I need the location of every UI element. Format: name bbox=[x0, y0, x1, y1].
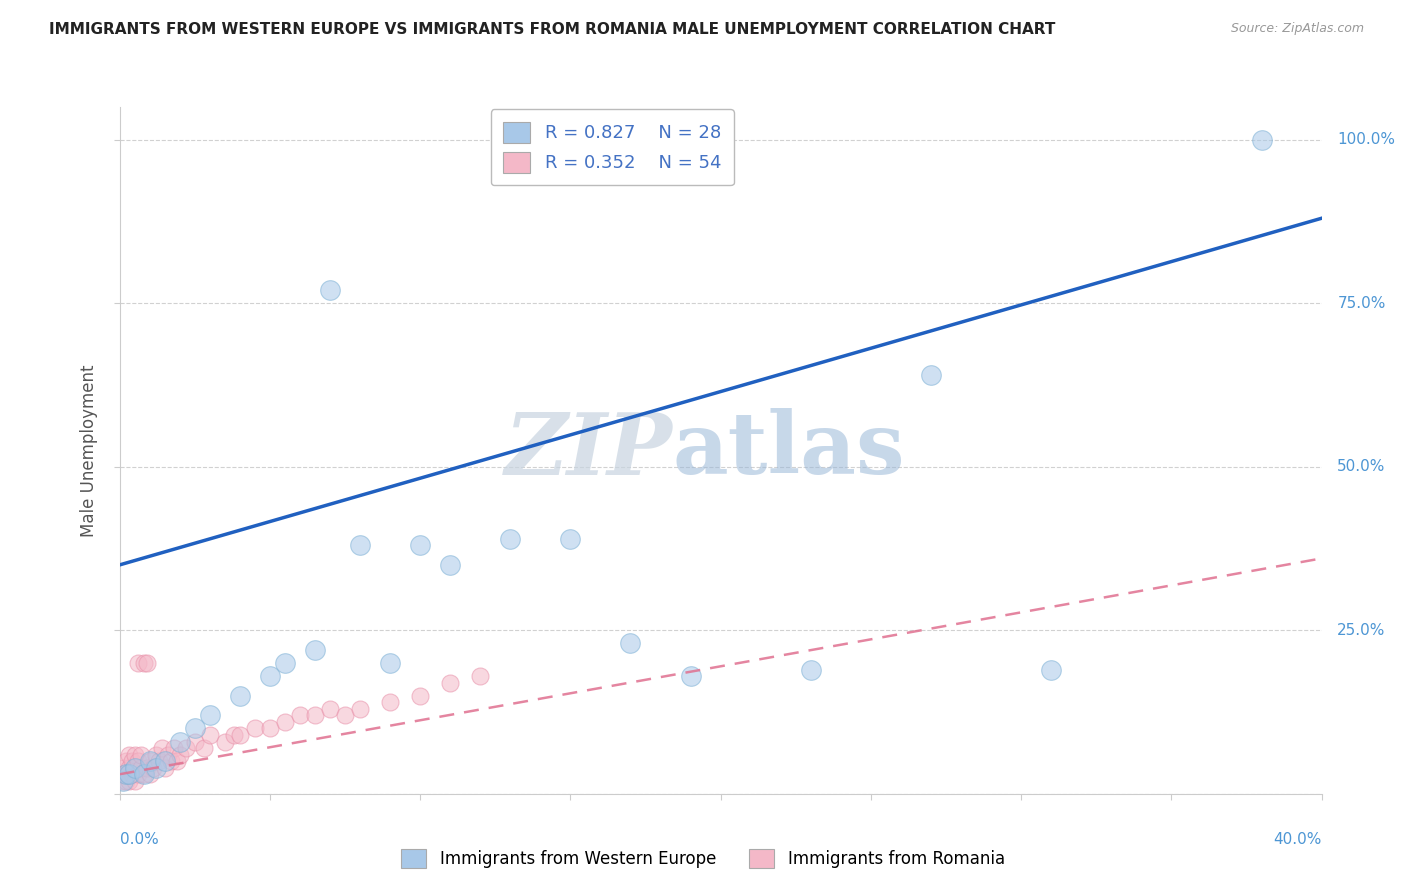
Point bbox=[138, 754, 160, 768]
Point bbox=[274, 656, 297, 670]
Point bbox=[127, 656, 149, 670]
Point bbox=[920, 368, 942, 383]
Point bbox=[127, 754, 149, 768]
Point bbox=[214, 734, 236, 748]
Point bbox=[228, 728, 252, 742]
Point bbox=[468, 669, 492, 683]
Text: ZIP: ZIP bbox=[505, 409, 672, 492]
Point bbox=[304, 708, 326, 723]
Point bbox=[222, 728, 245, 742]
Point bbox=[111, 773, 134, 788]
Point bbox=[183, 734, 205, 748]
Point bbox=[117, 767, 139, 781]
Point bbox=[409, 689, 432, 703]
Text: 75.0%: 75.0% bbox=[1337, 296, 1386, 310]
Point bbox=[124, 761, 146, 775]
Point bbox=[114, 767, 136, 781]
Point bbox=[132, 656, 155, 670]
Text: atlas: atlas bbox=[672, 409, 905, 492]
Point bbox=[378, 695, 401, 709]
Point bbox=[135, 761, 157, 775]
Text: 40.0%: 40.0% bbox=[1274, 831, 1322, 847]
Point bbox=[560, 532, 582, 546]
Point bbox=[288, 708, 311, 723]
Point bbox=[439, 558, 461, 572]
Y-axis label: Male Unemployment: Male Unemployment bbox=[80, 364, 98, 537]
Point bbox=[679, 669, 702, 683]
Point bbox=[111, 767, 134, 781]
Text: 50.0%: 50.0% bbox=[1337, 459, 1386, 475]
Point bbox=[135, 656, 157, 670]
Point bbox=[114, 754, 136, 768]
Point bbox=[1040, 663, 1063, 677]
Point bbox=[153, 754, 176, 768]
Point bbox=[145, 747, 167, 762]
Point bbox=[800, 663, 823, 677]
Point bbox=[1250, 133, 1272, 147]
Point bbox=[142, 761, 165, 775]
Point bbox=[169, 747, 191, 762]
Point bbox=[259, 722, 281, 736]
Point bbox=[499, 532, 522, 546]
Point bbox=[114, 767, 136, 781]
Text: 25.0%: 25.0% bbox=[1337, 623, 1386, 638]
Point bbox=[121, 767, 143, 781]
Text: Source: ZipAtlas.com: Source: ZipAtlas.com bbox=[1230, 22, 1364, 36]
Point bbox=[319, 702, 342, 716]
Point bbox=[153, 761, 176, 775]
Point bbox=[138, 767, 160, 781]
Point bbox=[198, 708, 221, 723]
Legend: R = 0.827    N = 28, R = 0.352    N = 54: R = 0.827 N = 28, R = 0.352 N = 54 bbox=[491, 109, 734, 186]
Point bbox=[124, 747, 146, 762]
Point bbox=[259, 669, 281, 683]
Text: 0.0%: 0.0% bbox=[120, 831, 159, 847]
Point bbox=[198, 728, 221, 742]
Point bbox=[349, 538, 371, 552]
Point bbox=[156, 747, 179, 762]
Point bbox=[304, 643, 326, 657]
Point bbox=[274, 714, 297, 729]
Text: IMMIGRANTS FROM WESTERN EUROPE VS IMMIGRANTS FROM ROMANIA MALE UNEMPLOYMENT CORR: IMMIGRANTS FROM WESTERN EUROPE VS IMMIGR… bbox=[49, 22, 1056, 37]
Point bbox=[228, 689, 252, 703]
Point bbox=[378, 656, 401, 670]
Text: 100.0%: 100.0% bbox=[1337, 132, 1395, 147]
Point bbox=[117, 773, 139, 788]
Point bbox=[124, 773, 146, 788]
Point bbox=[148, 754, 170, 768]
Point bbox=[111, 773, 134, 788]
Point bbox=[439, 675, 461, 690]
Point bbox=[114, 773, 136, 788]
Point bbox=[150, 741, 173, 756]
Point bbox=[127, 767, 149, 781]
Point bbox=[319, 283, 342, 297]
Point bbox=[145, 761, 167, 775]
Point bbox=[117, 761, 139, 775]
Point bbox=[174, 741, 197, 756]
Legend: Immigrants from Western Europe, Immigrants from Romania: Immigrants from Western Europe, Immigran… bbox=[395, 843, 1011, 875]
Point bbox=[333, 708, 356, 723]
Point bbox=[129, 747, 152, 762]
Point bbox=[132, 767, 155, 781]
Point bbox=[243, 722, 266, 736]
Point bbox=[183, 722, 205, 736]
Point bbox=[169, 734, 191, 748]
Point bbox=[124, 761, 146, 775]
Point bbox=[111, 761, 134, 775]
Point bbox=[162, 741, 184, 756]
Point bbox=[193, 741, 215, 756]
Point bbox=[409, 538, 432, 552]
Point bbox=[129, 761, 152, 775]
Point bbox=[159, 754, 181, 768]
Point bbox=[117, 747, 139, 762]
Point bbox=[121, 754, 143, 768]
Point bbox=[132, 767, 155, 781]
Point bbox=[349, 702, 371, 716]
Point bbox=[138, 754, 160, 768]
Point bbox=[166, 754, 188, 768]
Point bbox=[619, 636, 641, 650]
